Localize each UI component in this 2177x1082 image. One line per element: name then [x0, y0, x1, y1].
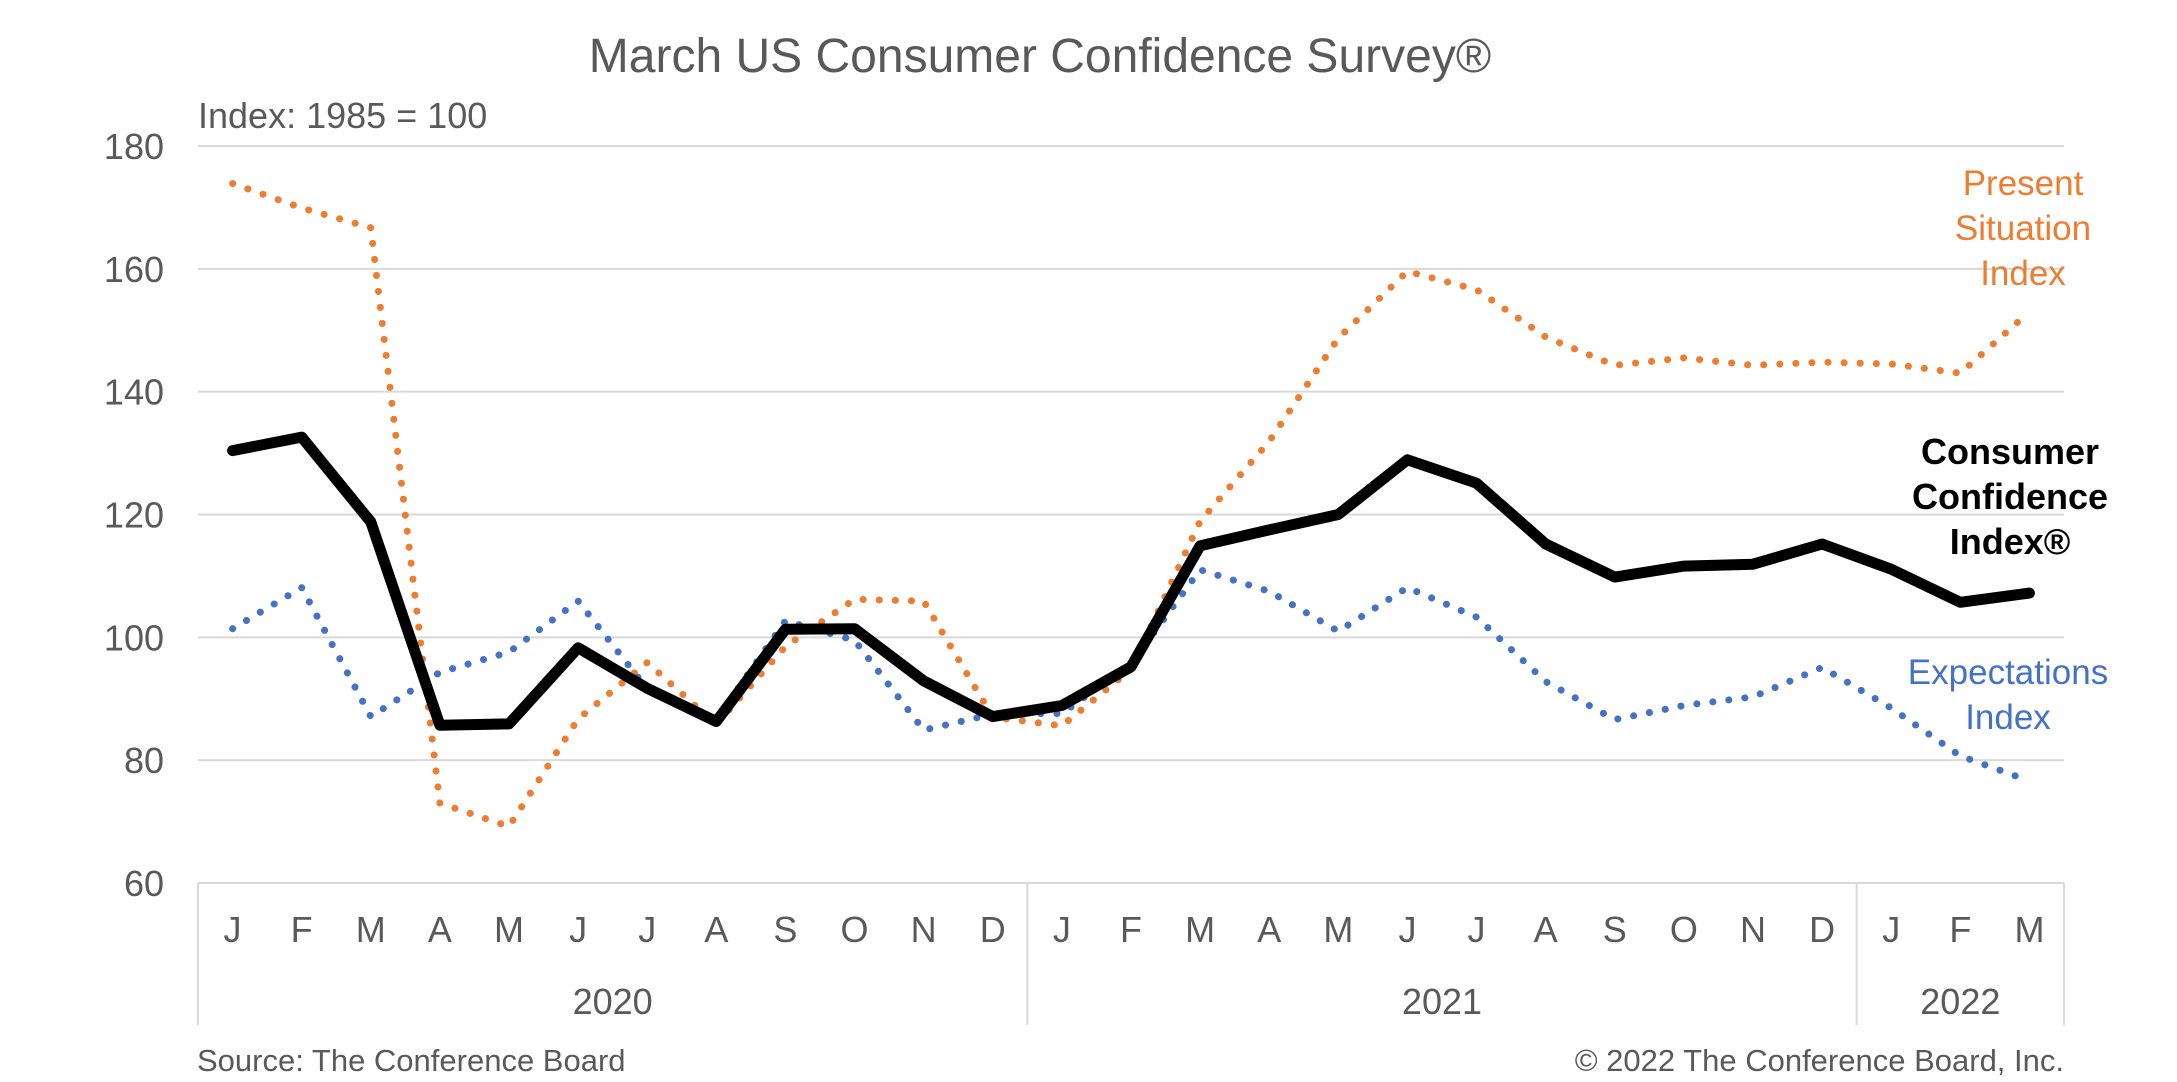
footer-copyright: © 2022 The Conference Board, Inc. — [1575, 1043, 2064, 1078]
x-tick-label: A — [428, 909, 452, 950]
year-label: 2020 — [573, 981, 653, 1022]
label-expectations: Expectations Index — [1908, 653, 2108, 737]
x-tick-label: J — [1398, 909, 1416, 950]
series-layer — [227, 180, 2035, 830]
x-tick-label: J — [1882, 909, 1900, 950]
y-tick-label: 140 — [104, 372, 164, 413]
x-tick-label: D — [980, 909, 1006, 950]
series-line-consumer-confidence-index — [227, 431, 2035, 731]
x-tick-label: S — [1603, 909, 1627, 950]
y-tick-label: 60 — [124, 863, 164, 904]
year-label: 2022 — [1920, 981, 2000, 1022]
footer-source: Source: The Conference Board — [197, 1043, 626, 1078]
x-tick-label: A — [1534, 909, 1558, 950]
x-tick-label: S — [773, 909, 797, 950]
x-tick-label: A — [1257, 909, 1281, 950]
year-label: 2021 — [1402, 981, 1482, 1022]
series-label-line: Confidence — [1912, 476, 2108, 517]
x-tick-label: O — [1670, 909, 1698, 950]
x-tick-label: J — [1053, 909, 1071, 950]
x-axis: J F M A M J J A S O N D J F M A M J J A S O N D J F M 2020 2021 2022 — [197, 883, 2065, 1025]
x-tick-label: F — [1120, 909, 1142, 950]
grid-layer: 180 160 140 120 100 80 60 — [104, 126, 2064, 904]
x-tick-label: F — [1949, 909, 1971, 950]
label-present-situation: Present Situation Index — [1955, 164, 2091, 293]
y-tick-label: 80 — [124, 740, 164, 781]
x-tick-label: A — [704, 909, 728, 950]
x-tick-label: O — [841, 909, 869, 950]
series-labels: Consumer Confidence Index® Present Situation… — [1908, 164, 2108, 737]
chart-title: March US Consumer Confidence Survey® — [589, 30, 1491, 83]
x-tick-label: M — [1185, 909, 1215, 950]
series-line-expectations-index — [229, 566, 2033, 785]
y-tick-label: 180 — [104, 126, 164, 167]
x-tick-label: M — [494, 909, 524, 950]
series-label-line: Present — [1963, 164, 2084, 203]
x-tick-label: M — [2014, 909, 2044, 950]
x-tick-label: N — [911, 909, 937, 950]
x-tick-label: F — [291, 909, 313, 950]
y-tick-label: 100 — [104, 617, 164, 658]
series-label-line: Index — [1965, 698, 2051, 737]
series-line-present-situation-index — [229, 180, 2033, 830]
label-consumer-confidence: Consumer Confidence Index® — [1912, 431, 2108, 562]
series-label-line: Expectations — [1908, 653, 2108, 692]
x-tick-label: M — [1323, 909, 1353, 950]
series-label-line: Index — [1980, 254, 2066, 293]
x-tick-label: J — [224, 909, 242, 950]
series-label-line: Situation — [1955, 209, 2091, 248]
series-label-line: Index® — [1950, 521, 2071, 562]
series-label-line: Consumer — [1921, 431, 2099, 472]
x-tick-label: D — [1809, 909, 1835, 950]
y-tick-label: 160 — [104, 249, 164, 290]
chart-subtitle: Index: 1985 = 100 — [198, 95, 487, 136]
x-tick-label: M — [356, 909, 386, 950]
y-tick-label: 120 — [104, 495, 164, 536]
x-tick-label: J — [569, 909, 587, 950]
x-tick-label: J — [638, 909, 656, 950]
x-tick-label: J — [1468, 909, 1486, 950]
x-tick-label: N — [1740, 909, 1766, 950]
